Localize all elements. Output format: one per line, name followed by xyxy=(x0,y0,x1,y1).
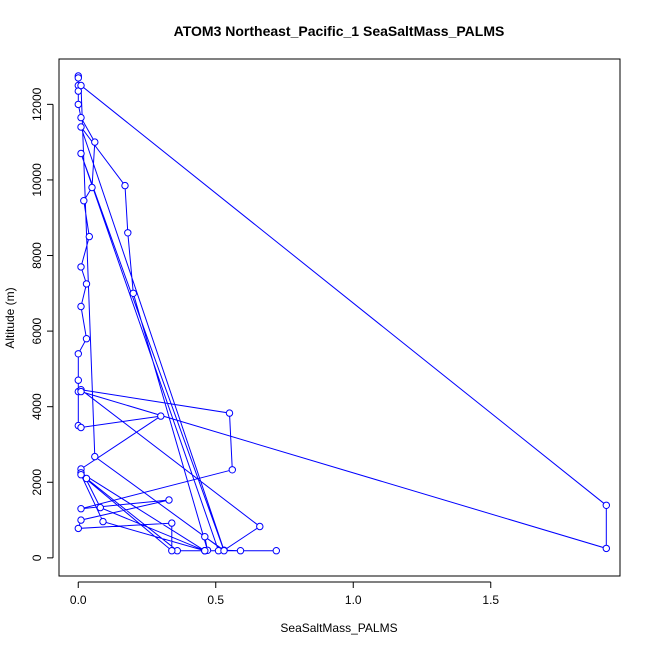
data-point xyxy=(85,232,94,241)
data-point xyxy=(256,522,264,531)
x-tick-label: 1.5 xyxy=(482,593,499,607)
data-point xyxy=(91,138,99,146)
data-point xyxy=(77,471,85,479)
data-point xyxy=(129,289,138,297)
data-point xyxy=(91,452,99,461)
x-tick-label: 0.0 xyxy=(70,593,87,607)
data-point xyxy=(82,474,91,483)
y-tick-label: 4000 xyxy=(30,393,44,420)
data-point xyxy=(124,229,132,237)
y-axis-label: Altitude (m) xyxy=(3,287,17,348)
data-point xyxy=(602,501,610,509)
data-point xyxy=(74,376,83,384)
y-tick-label: 8000 xyxy=(30,242,44,269)
data-point xyxy=(80,197,88,205)
y-tick-label: 6000 xyxy=(30,317,44,344)
data-point xyxy=(602,544,610,553)
data-point xyxy=(74,350,83,358)
y-tick-label: 10000 xyxy=(30,163,44,197)
y-tick-label: 2000 xyxy=(30,469,44,496)
data-point xyxy=(74,524,83,533)
data-point xyxy=(77,149,85,158)
data-point xyxy=(77,113,85,122)
data-point xyxy=(82,280,91,288)
data-point xyxy=(165,496,173,504)
data-point xyxy=(201,533,209,541)
data-point xyxy=(77,81,85,90)
data-point xyxy=(77,302,85,311)
data-point xyxy=(272,547,280,555)
data-point xyxy=(74,100,83,109)
data-point xyxy=(225,409,234,417)
x-tick-label: 1.0 xyxy=(345,593,362,607)
data-point xyxy=(77,516,85,524)
plot-frame xyxy=(58,58,621,577)
data-point xyxy=(121,181,129,190)
data-point xyxy=(96,503,105,512)
data-point xyxy=(77,423,85,432)
data-point xyxy=(201,547,209,555)
y-axis: 0 2000 4000 6000 8000 10000 12000 xyxy=(30,87,54,561)
data-point xyxy=(74,74,83,82)
x-tick-label: 0.5 xyxy=(207,593,224,607)
data-point xyxy=(168,547,176,555)
data-point xyxy=(77,123,85,131)
y-tick-label: 0 xyxy=(30,554,44,561)
data-point xyxy=(77,263,85,271)
chart-title: ATOM3 Northeast_Pacific_1 SeaSaltMass_PA… xyxy=(174,23,505,39)
data-point xyxy=(236,547,245,555)
data-point xyxy=(168,519,176,527)
data-point xyxy=(157,412,165,420)
data-point xyxy=(82,335,91,343)
data-point xyxy=(88,183,96,192)
data-point xyxy=(77,387,85,396)
x-axis: 0.0 0.5 1.0 1.5 xyxy=(70,581,499,607)
x-axis-label: SeaSaltMass_PALMS xyxy=(280,621,397,635)
y-tick-label: 12000 xyxy=(30,87,44,121)
series-line xyxy=(77,76,607,553)
data-point xyxy=(220,547,228,555)
series-layer xyxy=(74,72,610,555)
data-point xyxy=(99,517,107,526)
data-point xyxy=(77,505,85,513)
data-point xyxy=(228,466,237,474)
